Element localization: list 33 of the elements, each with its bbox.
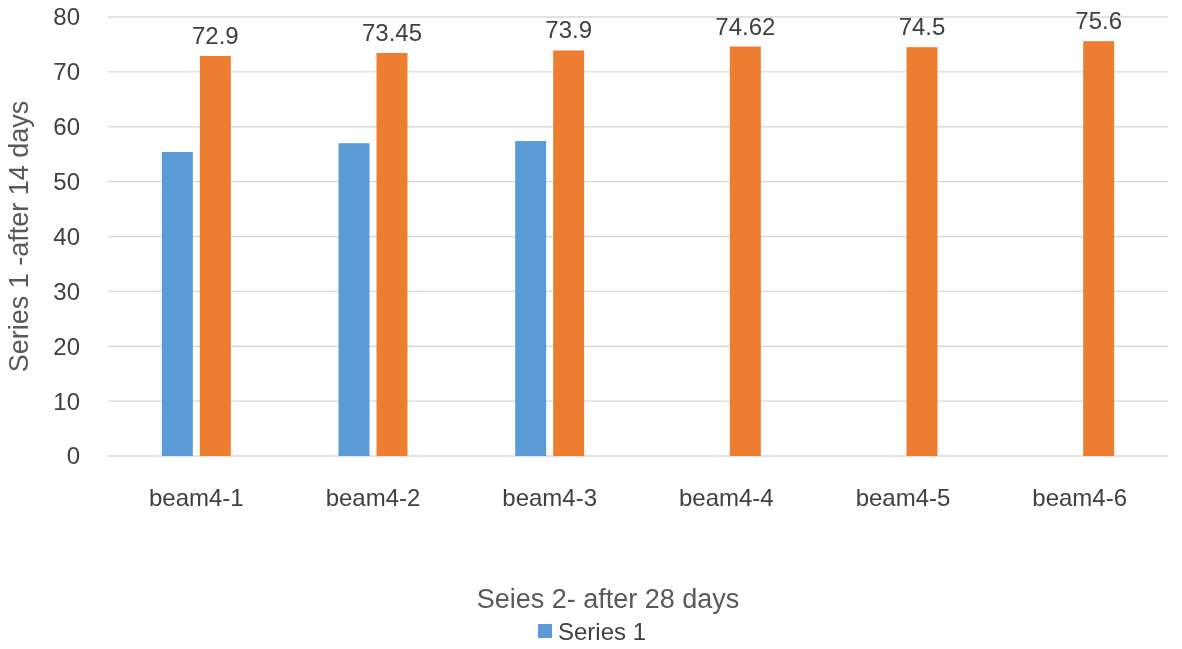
x-tick-label: beam4-2 — [325, 484, 421, 511]
y-tick-label: 40 — [53, 222, 80, 250]
y-tick-label: 50 — [53, 168, 80, 196]
data-label: 72.9 — [191, 21, 239, 49]
y-tick-label: 10 — [53, 387, 80, 415]
x-axis-title: Seies 2- after 28 days — [476, 584, 740, 614]
y-tick-label: 70 — [53, 58, 80, 86]
y-tick-label: 20 — [53, 332, 80, 360]
y-tick-label: 30 — [53, 277, 80, 305]
x-tick-label: beam4-1 — [148, 484, 244, 511]
y-axis-title: Series 1 -after 14 days — [4, 100, 34, 373]
bar — [906, 47, 938, 456]
x-tick-label: beam4-4 — [678, 484, 774, 511]
y-tick-label: 60 — [53, 113, 80, 141]
y-tick-label: 80 — [53, 3, 80, 31]
data-label: 74.5 — [898, 13, 946, 41]
bar — [1083, 41, 1115, 456]
bar — [515, 141, 547, 456]
bar — [199, 55, 231, 456]
x-tick-label: beam4-6 — [1032, 484, 1128, 511]
bar — [376, 52, 408, 456]
data-label: 74.62 — [715, 12, 776, 40]
bar — [161, 151, 193, 456]
data-label: 73.9 — [545, 16, 593, 44]
legend-label: Series 1 — [558, 618, 647, 646]
x-tick-label: beam4-3 — [502, 484, 598, 511]
bar — [729, 46, 761, 456]
bar — [338, 143, 370, 456]
x-tick-label: beam4-5 — [855, 484, 951, 511]
data-label: 73.45 — [361, 18, 423, 46]
bar — [553, 50, 585, 456]
data-label: 75.6 — [1075, 7, 1123, 35]
y-tick-label: 0 — [66, 442, 80, 470]
